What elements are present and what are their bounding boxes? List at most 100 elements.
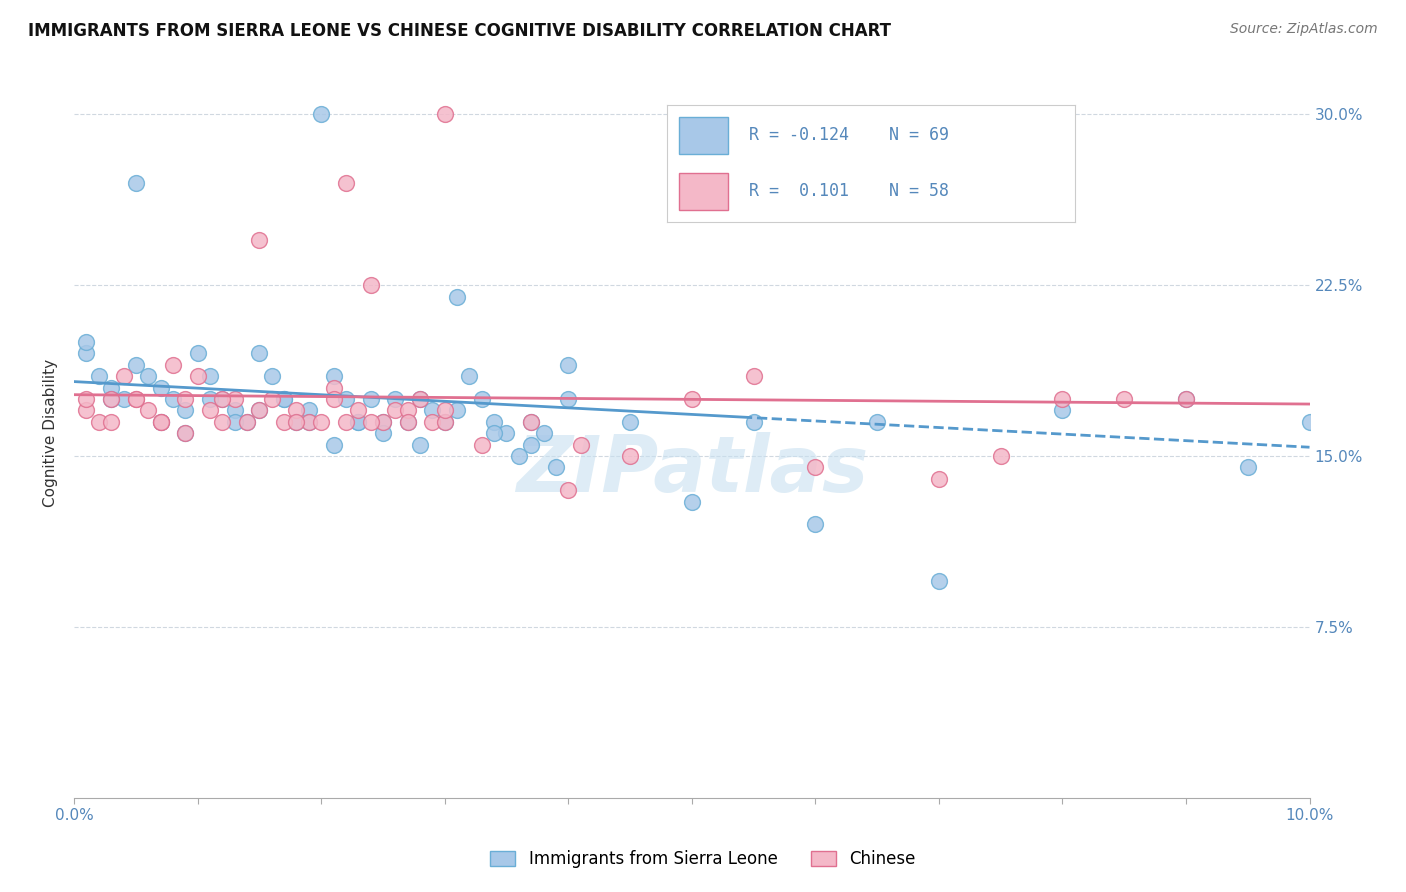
Point	[396, 415, 419, 429]
Point	[371, 415, 394, 429]
Point	[520, 415, 543, 429]
Point	[433, 415, 456, 429]
Point	[360, 278, 382, 293]
Point	[422, 403, 444, 417]
Point	[990, 449, 1012, 463]
Point	[136, 369, 159, 384]
Point	[928, 472, 950, 486]
Point	[149, 415, 172, 429]
Point	[347, 415, 370, 429]
Point	[87, 415, 110, 429]
Point	[360, 392, 382, 406]
Point	[495, 426, 517, 441]
Point	[619, 449, 641, 463]
Point	[557, 392, 579, 406]
Point	[384, 392, 406, 406]
Point	[211, 415, 233, 429]
Point	[273, 415, 295, 429]
Point	[335, 392, 357, 406]
Point	[804, 460, 827, 475]
Point	[681, 392, 703, 406]
Point	[433, 403, 456, 417]
Point	[224, 403, 246, 417]
Point	[557, 483, 579, 498]
Point	[224, 415, 246, 429]
Point	[544, 460, 567, 475]
Point	[396, 415, 419, 429]
Point	[298, 415, 321, 429]
Point	[409, 392, 432, 406]
Point	[112, 392, 135, 406]
Point	[211, 392, 233, 406]
Point	[471, 392, 494, 406]
Point	[198, 403, 221, 417]
Point	[174, 403, 197, 417]
Point	[75, 403, 97, 417]
Legend: Immigrants from Sierra Leone, Chinese: Immigrants from Sierra Leone, Chinese	[484, 844, 922, 875]
Text: Source: ZipAtlas.com: Source: ZipAtlas.com	[1230, 22, 1378, 37]
Y-axis label: Cognitive Disability: Cognitive Disability	[44, 359, 58, 508]
Point	[471, 438, 494, 452]
Point	[198, 369, 221, 384]
Point	[322, 381, 344, 395]
Point	[557, 358, 579, 372]
Point	[75, 346, 97, 360]
Point	[520, 438, 543, 452]
Point	[409, 392, 432, 406]
Point	[247, 233, 270, 247]
Point	[247, 403, 270, 417]
Point	[273, 392, 295, 406]
Point	[569, 438, 592, 452]
Point	[322, 392, 344, 406]
Point	[335, 415, 357, 429]
Point	[384, 403, 406, 417]
Point	[162, 358, 184, 372]
Point	[335, 176, 357, 190]
Point	[804, 517, 827, 532]
Text: ZIPatlas: ZIPatlas	[516, 432, 868, 508]
Point	[260, 392, 283, 406]
Point	[298, 403, 321, 417]
Point	[422, 415, 444, 429]
Point	[236, 415, 259, 429]
Point	[247, 403, 270, 417]
Point	[322, 438, 344, 452]
Point	[866, 198, 889, 212]
Point	[409, 438, 432, 452]
Point	[371, 426, 394, 441]
Point	[347, 415, 370, 429]
Point	[174, 392, 197, 406]
Point	[100, 392, 122, 406]
Point	[681, 494, 703, 508]
Point	[508, 449, 530, 463]
Point	[187, 369, 209, 384]
Point	[482, 415, 505, 429]
Point	[928, 574, 950, 589]
Point	[187, 346, 209, 360]
Point	[1236, 460, 1258, 475]
Point	[866, 415, 889, 429]
Point	[100, 381, 122, 395]
Point	[309, 107, 332, 121]
Point	[75, 392, 97, 406]
Point	[285, 415, 308, 429]
Point	[990, 129, 1012, 144]
Point	[125, 176, 148, 190]
Point	[149, 415, 172, 429]
Point	[125, 392, 148, 406]
Point	[198, 392, 221, 406]
Point	[224, 392, 246, 406]
Point	[149, 381, 172, 395]
Point	[520, 415, 543, 429]
Point	[433, 415, 456, 429]
Point	[112, 369, 135, 384]
Point	[174, 426, 197, 441]
Point	[1114, 392, 1136, 406]
Point	[371, 415, 394, 429]
Point	[619, 415, 641, 429]
Point	[100, 415, 122, 429]
Point	[211, 392, 233, 406]
Point	[396, 403, 419, 417]
Point	[100, 392, 122, 406]
Point	[285, 415, 308, 429]
